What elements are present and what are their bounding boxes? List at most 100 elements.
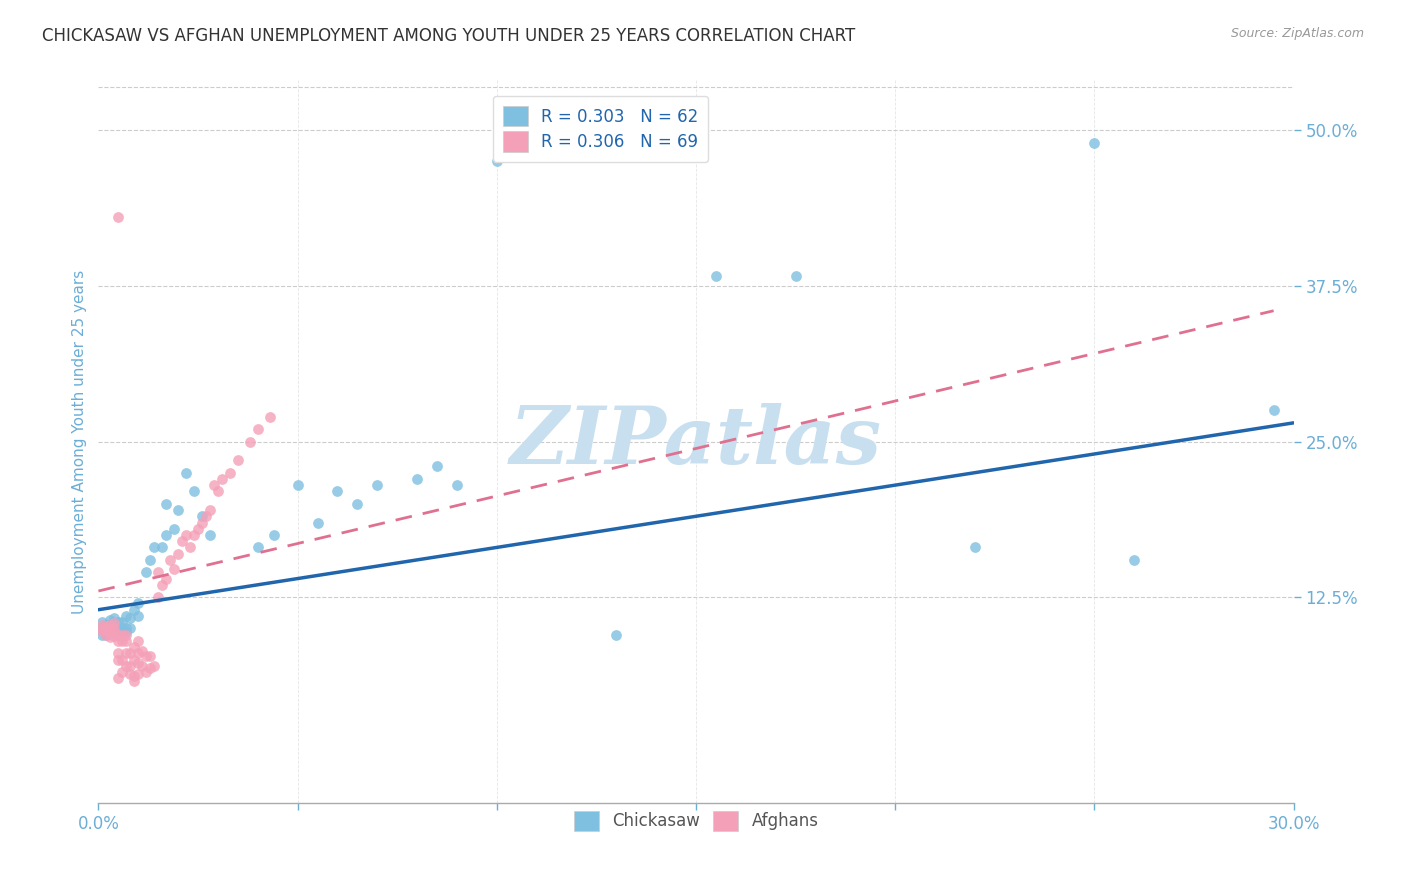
Point [91,621,114,635]
Point [115,633,138,648]
Point [91,617,114,632]
Point [172,534,194,549]
Point [98,621,122,635]
Point [107,211,129,225]
Point [98,617,122,632]
Point [107,627,129,641]
Point [107,615,129,630]
Point [167,547,190,561]
Point [346,497,368,511]
Point [163,561,186,575]
Point [111,665,134,679]
Point [98,630,122,644]
Point [103,616,125,631]
Point [103,625,125,640]
Point [115,625,138,640]
Point [139,648,162,663]
Point [111,652,134,666]
Point [124,640,146,654]
Point [183,484,205,499]
Point [115,609,138,624]
Point [148,591,170,605]
Point [107,646,129,660]
Point [605,627,627,641]
Text: ZIPatlas: ZIPatlas [510,403,882,480]
Point [127,667,149,681]
Point [167,503,190,517]
Point [1263,403,1285,417]
Point [219,466,242,480]
Point [96,625,118,640]
Point [107,624,129,638]
Point [131,658,153,673]
Point [111,621,134,635]
Point [103,625,125,640]
Point [704,268,727,283]
Point [287,478,309,492]
Point [148,566,170,580]
Point [103,617,125,632]
Point [103,629,125,643]
Point [107,652,129,666]
Point [127,657,149,671]
Point [127,646,149,660]
Point [191,509,214,524]
Point [163,522,186,536]
Point [107,671,129,685]
Point [143,658,166,673]
Y-axis label: Unemployment Among Youth under 25 years: Unemployment Among Youth under 25 years [72,269,87,614]
Point [111,633,134,648]
Point [211,472,233,486]
Text: CHICKASAW VS AFGHAN UNEMPLOYMENT AMONG YOUTH UNDER 25 YEARS CORRELATION CHART: CHICKASAW VS AFGHAN UNEMPLOYMENT AMONG Y… [42,27,855,45]
Point [179,541,201,555]
Point [98,625,122,640]
Point [115,621,138,635]
Point [96,627,118,641]
Point [96,619,118,633]
Point [91,615,114,630]
Point [98,617,122,632]
Point [326,484,349,499]
Point [485,154,508,169]
Point [127,597,149,611]
Point [239,434,262,449]
Point [96,627,118,641]
Point [120,611,142,625]
Point [103,611,125,625]
Point [115,627,138,641]
Point [446,478,468,492]
Point [124,603,146,617]
Point [91,624,114,638]
Point [155,528,177,542]
Point [135,566,157,580]
Point [259,409,281,424]
Point [120,646,142,660]
Point [195,509,218,524]
Point [120,658,142,673]
Point [406,472,429,486]
Point [96,621,118,635]
Point [127,633,149,648]
Point [366,478,388,492]
Legend: Chickasaw, Afghans: Chickasaw, Afghans [567,805,825,838]
Point [155,572,177,586]
Point [139,553,162,567]
Point [202,478,225,492]
Point [198,503,221,517]
Point [96,617,118,632]
Point [191,516,214,530]
Point [111,627,134,641]
Point [263,528,285,542]
Point [98,625,122,640]
Point [174,528,197,542]
Point [143,541,166,555]
Point [120,667,142,681]
Point [98,623,122,637]
Point [183,528,205,542]
Point [124,669,146,683]
Point [91,627,114,641]
Point [107,621,129,635]
Point [307,516,329,530]
Point [155,497,177,511]
Point [187,522,209,536]
